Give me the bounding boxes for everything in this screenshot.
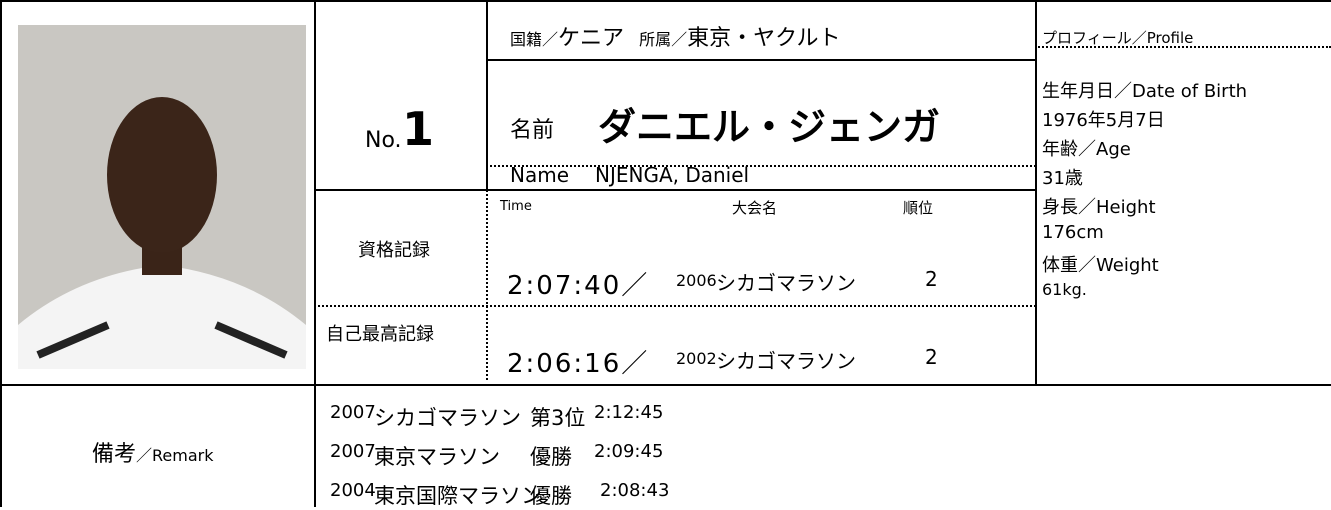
- border: [0, 384, 1331, 386]
- profile-line: 年齢／Age: [1042, 139, 1131, 160]
- profile-line: 身長／Height: [1042, 197, 1156, 218]
- border: [486, 0, 488, 190]
- name-roman-label: Name: [510, 163, 570, 187]
- border: [486, 190, 488, 380]
- border: [486, 165, 1036, 167]
- profile-title: プロフィール／Profile: [1042, 29, 1194, 47]
- profile-line: 1976年5月7日: [1042, 110, 1165, 131]
- remarks-label: 備考／Remark: [92, 436, 214, 468]
- profile-line: 31歳: [1042, 168, 1083, 189]
- record-label: 資格記録: [358, 240, 430, 261]
- name-label: 名前: [510, 118, 555, 143]
- profile-line: 生年月日／Date of Birth: [1042, 81, 1248, 102]
- remark-cell: 東京マラソン: [374, 445, 500, 469]
- border: [0, 0, 1331, 2]
- remark-cell: 第3位: [530, 406, 586, 430]
- border: [1035, 46, 1331, 48]
- record-year: 2002: [676, 349, 717, 368]
- name-roman: NJENGA, Daniel: [595, 163, 750, 187]
- number: 1: [402, 102, 435, 156]
- border: [0, 0, 2, 507]
- affiliation: 東京・ヤクルト: [687, 26, 841, 51]
- profile-line: 176cm: [1042, 222, 1104, 243]
- remark-cell: 2007: [330, 441, 376, 462]
- remark-cell: シカゴマラソン: [374, 406, 521, 430]
- column-header: Time: [500, 199, 532, 214]
- nationality-label: 国籍／: [510, 30, 559, 49]
- nationality: ケニア: [558, 26, 625, 51]
- remark-cell: 優勝: [530, 484, 572, 508]
- profile-line: 61kg.: [1042, 280, 1087, 299]
- record-year: 2006: [676, 271, 717, 290]
- header-line: 国籍／ケニア 所属／東京・ヤクルト: [510, 20, 840, 52]
- remarks-label-en: ／Remark: [136, 446, 214, 465]
- remark-cell: 2:09:45: [594, 441, 664, 462]
- remark-cell: 優勝: [530, 445, 572, 469]
- record-race: シカゴマラソン: [716, 349, 856, 373]
- border: [314, 305, 1036, 307]
- record-time: 2:07:40／: [507, 271, 650, 301]
- remark-cell: 2:12:45: [594, 402, 664, 423]
- portrait-photo: [18, 25, 306, 369]
- name-japanese: ダニエル・ジェンガ: [598, 105, 941, 149]
- column-header: 順位: [903, 199, 934, 217]
- record-label: 自己最高記録: [326, 324, 434, 345]
- affiliation-label: 所属／: [639, 30, 688, 49]
- remark-cell: 2004: [330, 480, 376, 501]
- border: [314, 0, 316, 507]
- record-rank: 2: [925, 267, 938, 291]
- record-race: シカゴマラソン: [716, 271, 856, 295]
- remarks-label-ja: 備考: [92, 442, 137, 467]
- profile-line: 体重／Weight: [1042, 255, 1159, 276]
- border: [314, 189, 1036, 191]
- remark-cell: 2007: [330, 402, 376, 423]
- remark-cell: 2:08:43: [600, 480, 670, 501]
- border: [1035, 0, 1037, 385]
- record-rank: 2: [925, 345, 938, 369]
- column-header: 大会名: [732, 199, 778, 217]
- border: [486, 59, 1036, 61]
- remark-cell: 東京国際マラソン: [374, 484, 542, 508]
- number-prefix: No.: [365, 128, 402, 153]
- record-time: 2:06:16／: [507, 349, 650, 379]
